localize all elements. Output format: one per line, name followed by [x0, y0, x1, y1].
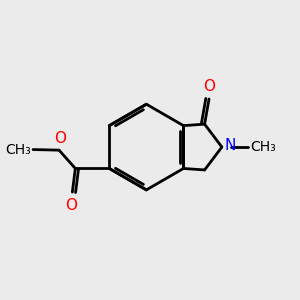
Text: O: O: [204, 79, 216, 94]
Text: O: O: [55, 131, 67, 146]
Text: N: N: [224, 138, 236, 153]
Text: CH₃: CH₃: [250, 140, 276, 154]
Text: O: O: [65, 198, 77, 213]
Text: CH₃: CH₃: [5, 142, 31, 157]
